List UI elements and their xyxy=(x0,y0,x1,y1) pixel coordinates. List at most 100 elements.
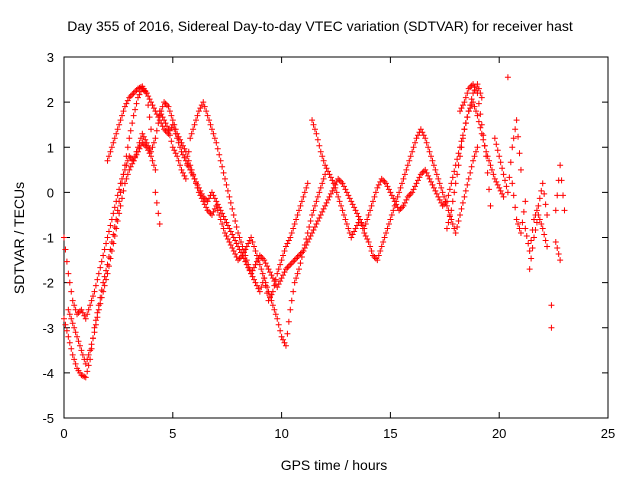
data-point xyxy=(72,306,79,313)
data-point xyxy=(372,255,379,262)
data-point xyxy=(340,183,347,190)
data-point xyxy=(226,193,233,200)
data-point xyxy=(407,153,414,160)
data-point xyxy=(400,175,407,182)
data-point xyxy=(364,216,371,223)
data-point xyxy=(290,288,297,295)
y-tick-label: 3 xyxy=(47,50,54,65)
data-point xyxy=(210,130,217,137)
data-point xyxy=(535,202,542,209)
data-point xyxy=(262,279,269,286)
data-point xyxy=(79,351,86,358)
data-point xyxy=(120,108,127,115)
data-point xyxy=(249,267,256,274)
data-point xyxy=(484,169,491,176)
data-point xyxy=(349,231,356,238)
data-point xyxy=(441,193,448,200)
data-point xyxy=(117,202,124,209)
data-point xyxy=(448,216,455,223)
data-point xyxy=(557,162,564,169)
data-point xyxy=(319,180,326,187)
data-point xyxy=(293,275,300,282)
data-point xyxy=(539,225,546,232)
data-point xyxy=(111,204,118,211)
data-point xyxy=(104,234,111,241)
data-point xyxy=(101,282,108,289)
data-point xyxy=(493,141,500,148)
data-point xyxy=(459,102,466,109)
data-point xyxy=(372,189,379,196)
data-point xyxy=(116,210,123,217)
data-point xyxy=(187,162,194,169)
data-point xyxy=(542,237,549,244)
data-point xyxy=(181,172,188,179)
data-point xyxy=(383,229,390,236)
data-point xyxy=(133,100,140,107)
data-point xyxy=(452,229,459,236)
data-point xyxy=(208,126,215,133)
data-point xyxy=(204,112,211,119)
data-point xyxy=(182,148,189,155)
data-point xyxy=(425,172,432,179)
data-point xyxy=(442,198,449,205)
data-point xyxy=(237,239,244,246)
data-point xyxy=(281,269,288,276)
data-point xyxy=(95,306,102,313)
data-point xyxy=(163,102,170,109)
data-point xyxy=(103,276,110,283)
data-point xyxy=(181,154,188,161)
data-point xyxy=(177,162,184,169)
data-point xyxy=(100,279,107,286)
data-point xyxy=(486,186,493,193)
data-point xyxy=(383,180,390,187)
data-point xyxy=(428,178,435,185)
data-point xyxy=(150,139,157,146)
data-point xyxy=(145,102,152,109)
data-point xyxy=(325,168,332,175)
data-point xyxy=(365,239,372,246)
data-point xyxy=(211,135,218,142)
data-point xyxy=(220,169,227,176)
data-point xyxy=(528,255,535,262)
data-point xyxy=(124,171,131,178)
data-point xyxy=(317,211,324,218)
data-point xyxy=(248,234,255,241)
data-point xyxy=(265,266,272,273)
data-point xyxy=(301,189,308,196)
x-tick-label: 5 xyxy=(169,426,176,441)
data-point xyxy=(129,120,136,127)
data-point xyxy=(136,139,143,146)
data-point xyxy=(108,248,115,255)
data-point xyxy=(445,192,452,199)
data-point xyxy=(477,111,484,118)
data-point xyxy=(153,199,160,206)
data-point xyxy=(423,169,430,176)
data-point xyxy=(280,336,287,343)
data-point xyxy=(152,135,159,142)
data-point xyxy=(355,213,362,220)
data-point xyxy=(354,222,361,229)
data-point xyxy=(69,351,76,358)
data-point xyxy=(266,293,273,300)
data-point xyxy=(76,308,83,315)
data-point xyxy=(303,236,310,243)
data-point xyxy=(82,315,89,322)
data-point xyxy=(538,187,545,194)
data-point xyxy=(470,99,477,106)
data-point xyxy=(101,246,108,253)
data-point xyxy=(461,193,468,200)
data-point xyxy=(494,181,501,188)
data-point xyxy=(349,201,356,208)
data-point xyxy=(330,180,337,187)
data-point xyxy=(114,207,121,214)
data-point xyxy=(282,266,289,273)
data-point xyxy=(535,211,542,218)
data-point xyxy=(307,217,314,224)
data-point xyxy=(464,90,471,97)
data-point xyxy=(459,199,466,206)
data-point xyxy=(61,315,67,322)
data-point xyxy=(168,112,175,119)
data-point xyxy=(229,245,236,252)
data-point xyxy=(368,248,375,255)
data-point xyxy=(165,103,172,110)
